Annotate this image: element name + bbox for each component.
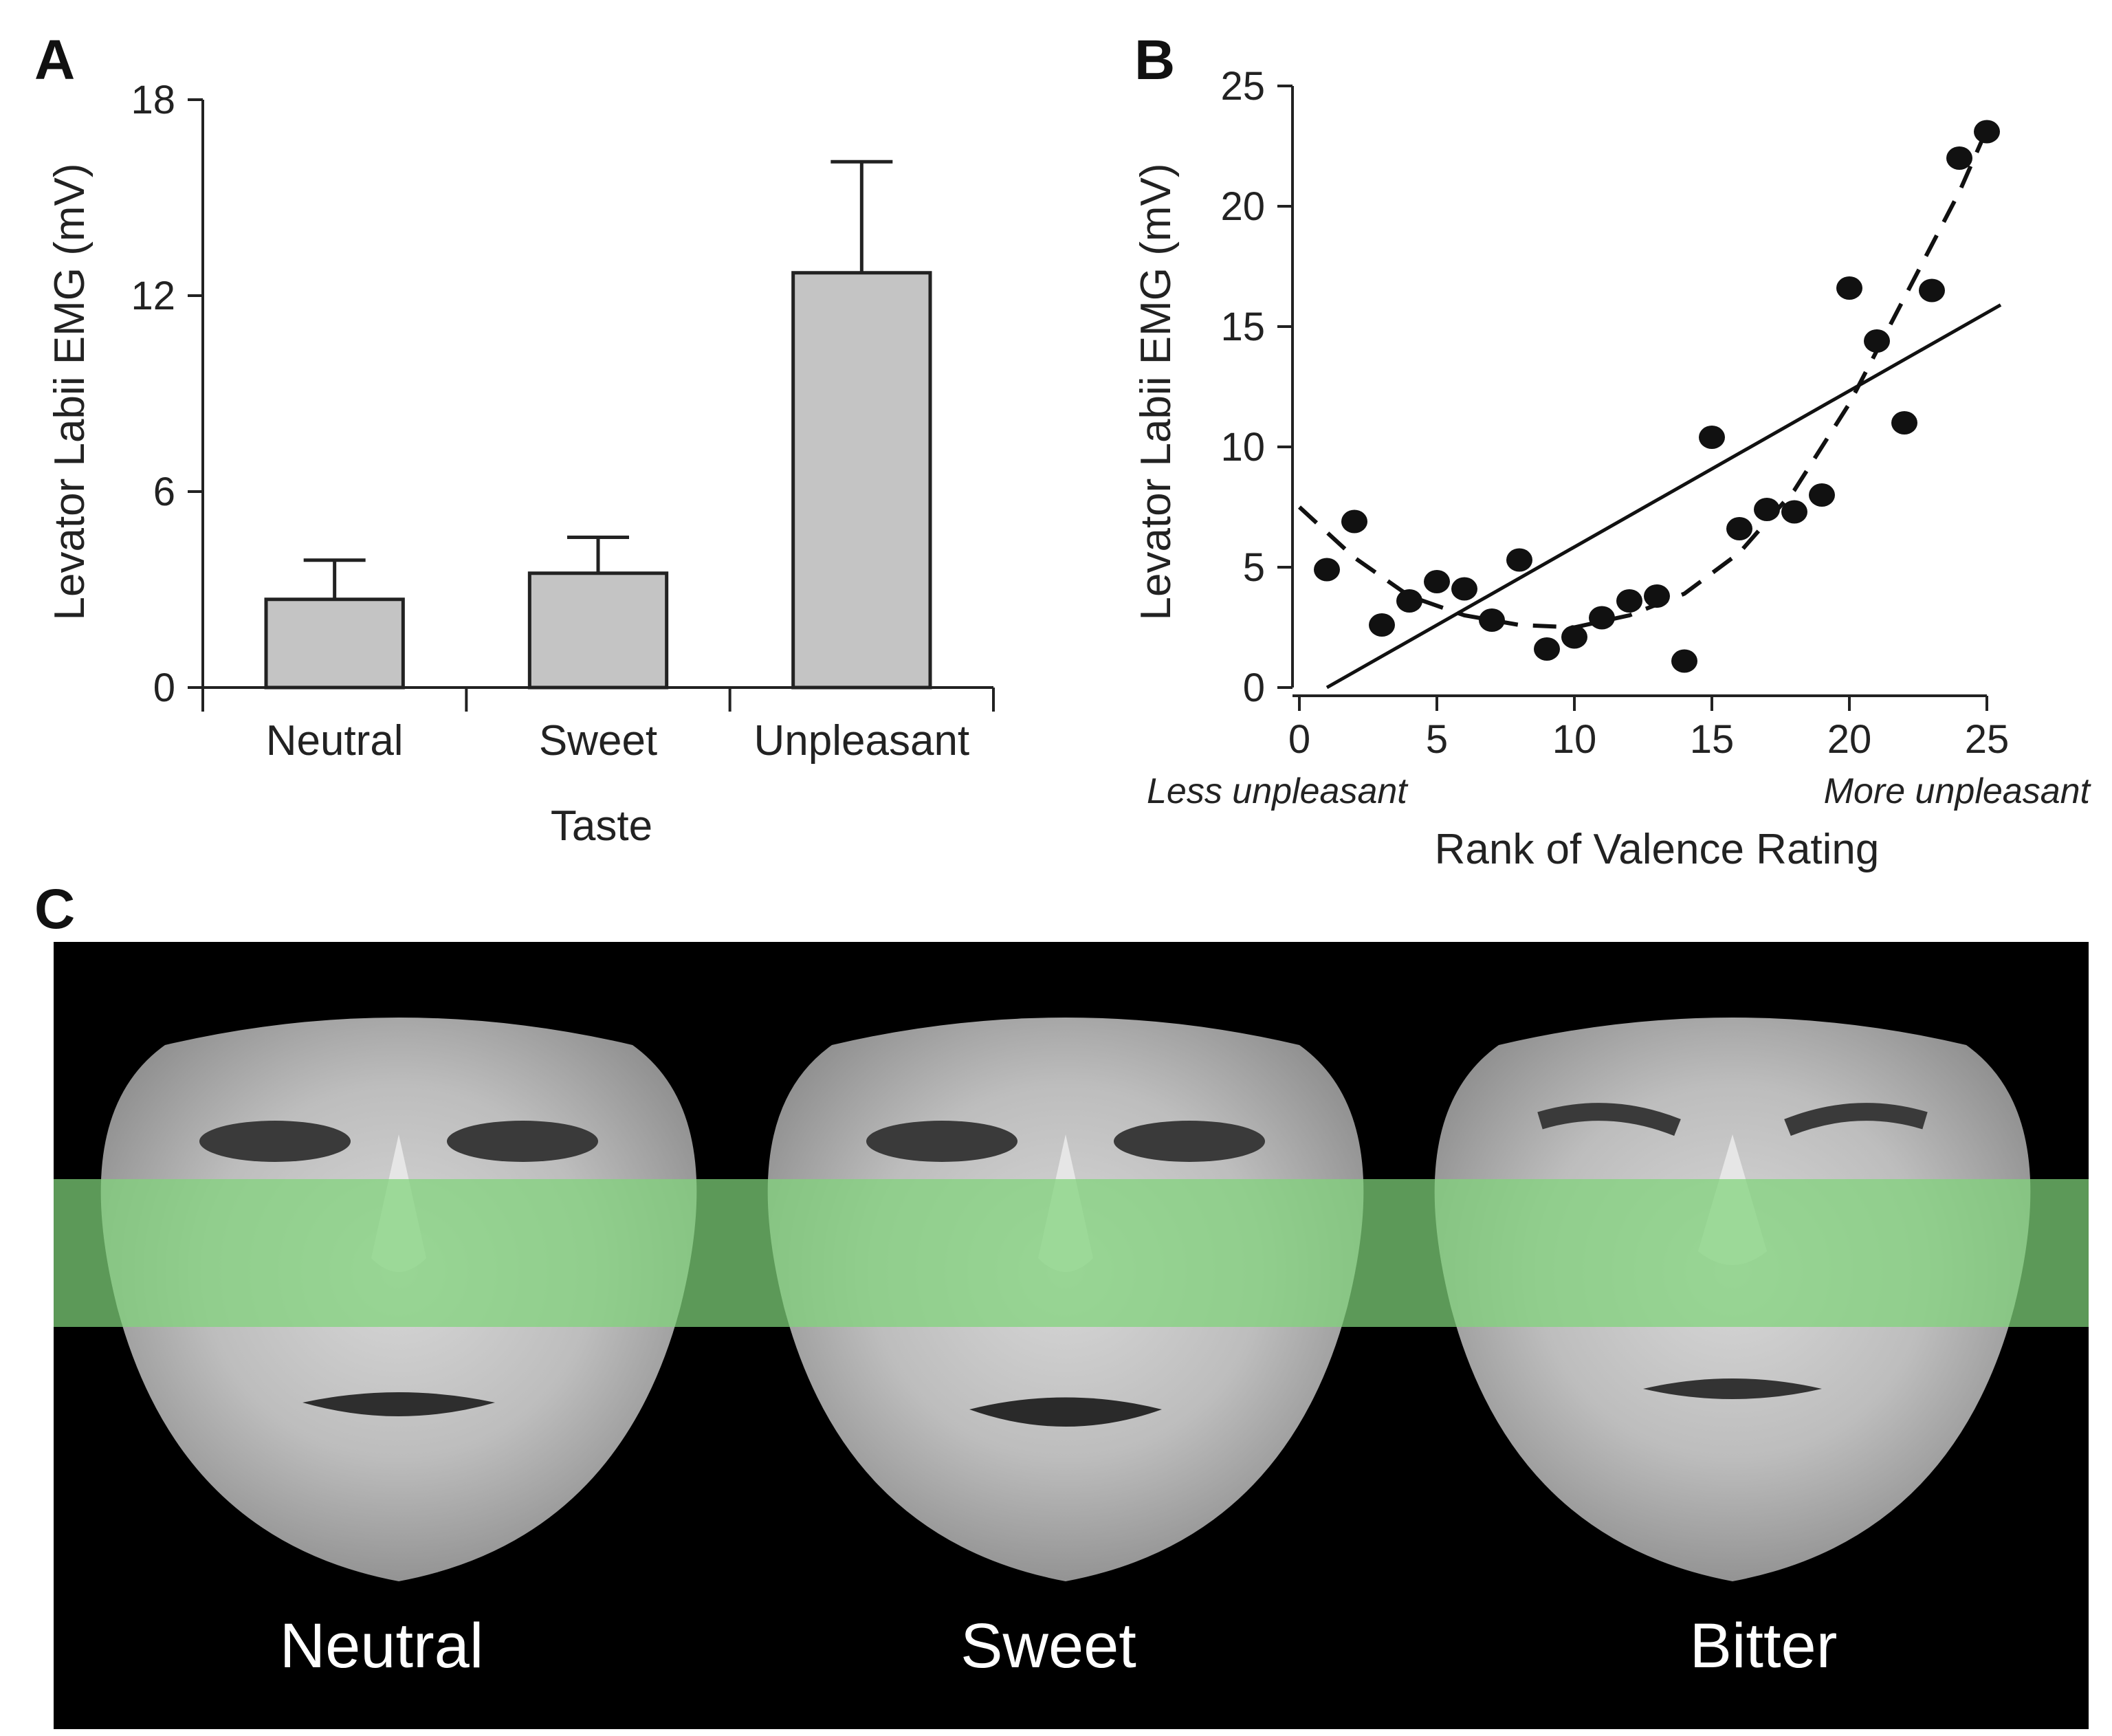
- panel-a-y-tick-label: 12: [131, 274, 175, 318]
- panel-a-x-axis-title: Taste: [551, 802, 652, 850]
- panel-b-y-tick-label: 5: [1243, 545, 1265, 590]
- data-point: [1699, 426, 1725, 449]
- panel-b-more-unpleasant-note: More unpleasant: [1824, 771, 2092, 811]
- panel-a: A Levator Labii EMG (mV) 0 6 12 18 Neutral S…: [34, 29, 995, 850]
- panel-a-y-tick-label: 6: [153, 470, 175, 514]
- data-point: [1891, 411, 1917, 435]
- data-point: [1341, 509, 1367, 534]
- data-point: [1836, 276, 1862, 300]
- panel-a-y-axis: 0 6 12 18: [131, 78, 204, 710]
- data-point: [1506, 548, 1532, 572]
- panel-a-y-axis-title: Levator Labii EMG (mV): [46, 164, 94, 621]
- data-point: [1479, 608, 1505, 632]
- data-point: [1561, 625, 1587, 649]
- panel-a-category-label: Unpleasant: [754, 717, 969, 765]
- panel-b-y-axis-title: Levator Labii EMG (mV): [1132, 164, 1180, 621]
- panel-b-x-axis: 0 5 10 15 20 25: [1288, 694, 2010, 762]
- data-point: [1451, 577, 1477, 601]
- data-point: [1396, 589, 1422, 613]
- data-point: [1781, 500, 1807, 524]
- panel-a-letter: A: [34, 29, 75, 91]
- levator-labii-region-band: [54, 1179, 2089, 1327]
- data-point: [1424, 570, 1450, 593]
- panel-b-x-axis-title: Rank of Valence Rating: [1435, 826, 1880, 873]
- data-point: [1616, 589, 1642, 613]
- panel-b-letter: B: [1134, 29, 1175, 91]
- panel-b-x-tick-label: 25: [1965, 717, 2010, 762]
- panel-b-y-tick-label: 25: [1220, 64, 1265, 109]
- data-point: [1534, 637, 1560, 661]
- panel-a-y-tick-label: 0: [153, 666, 175, 710]
- data-point: [1754, 498, 1780, 521]
- data-point: [1671, 649, 1697, 673]
- panel-a-y-tick-label: 18: [131, 78, 175, 122]
- panel-b-x-tick-label: 20: [1827, 717, 1872, 762]
- panel-b-y-axis: 0 5 10 15 20 25: [1220, 64, 1294, 710]
- face-label-neutral: Neutral: [280, 1611, 484, 1681]
- panel-b-x-tick-label: 0: [1288, 717, 1310, 762]
- data-point: [1644, 584, 1670, 608]
- data-point: [1864, 329, 1890, 353]
- panel-b-y-tick-label: 20: [1220, 184, 1265, 229]
- panel-c: C Neutral Sweet Bitter: [34, 878, 2089, 1729]
- face-label-sweet: Sweet: [960, 1611, 1136, 1681]
- data-point: [1726, 517, 1752, 540]
- data-point: [1946, 146, 1972, 170]
- panel-b-y-tick-label: 10: [1220, 425, 1265, 470]
- panel-b-x-tick-label: 5: [1426, 717, 1448, 762]
- data-point: [1974, 120, 2000, 144]
- data-point: [1919, 278, 1945, 303]
- data-point: [1314, 558, 1340, 582]
- data-point: [1809, 483, 1835, 507]
- panel-a-x-axis: [201, 686, 995, 712]
- panel-b: B Levator Labii EMG (mV) 0 5 10 15 20 25 0 5 10…: [1132, 29, 2092, 873]
- data-point: [1369, 613, 1395, 637]
- data-point: [1589, 606, 1615, 630]
- bar-sweet: [527, 571, 669, 690]
- panel-b-curve-fit-line: [1297, 128, 1989, 630]
- panel-b-less-unpleasant-note: Less unpleasant: [1147, 771, 1409, 811]
- panel-b-linear-fit-line: [1326, 303, 2002, 690]
- panel-b-x-tick-label: 15: [1690, 717, 1735, 762]
- face-label-bitter: Bitter: [1690, 1611, 1838, 1681]
- panel-a-bars: [264, 160, 932, 690]
- panel-b-x-tick-label: 10: [1552, 717, 1597, 762]
- panel-b-y-tick-label: 0: [1243, 666, 1265, 710]
- panel-a-category-label: Neutral: [266, 717, 404, 765]
- panel-b-y-tick-label: 15: [1220, 305, 1265, 349]
- bar-unpleasant: [791, 271, 932, 690]
- panel-a-category-labels: Neutral Sweet Unpleasant: [266, 717, 969, 765]
- panel-a-category-label: Sweet: [539, 717, 657, 765]
- panel-c-letter: C: [34, 878, 75, 941]
- bar-neutral: [264, 597, 405, 690]
- panel-b-points: [1314, 120, 2000, 673]
